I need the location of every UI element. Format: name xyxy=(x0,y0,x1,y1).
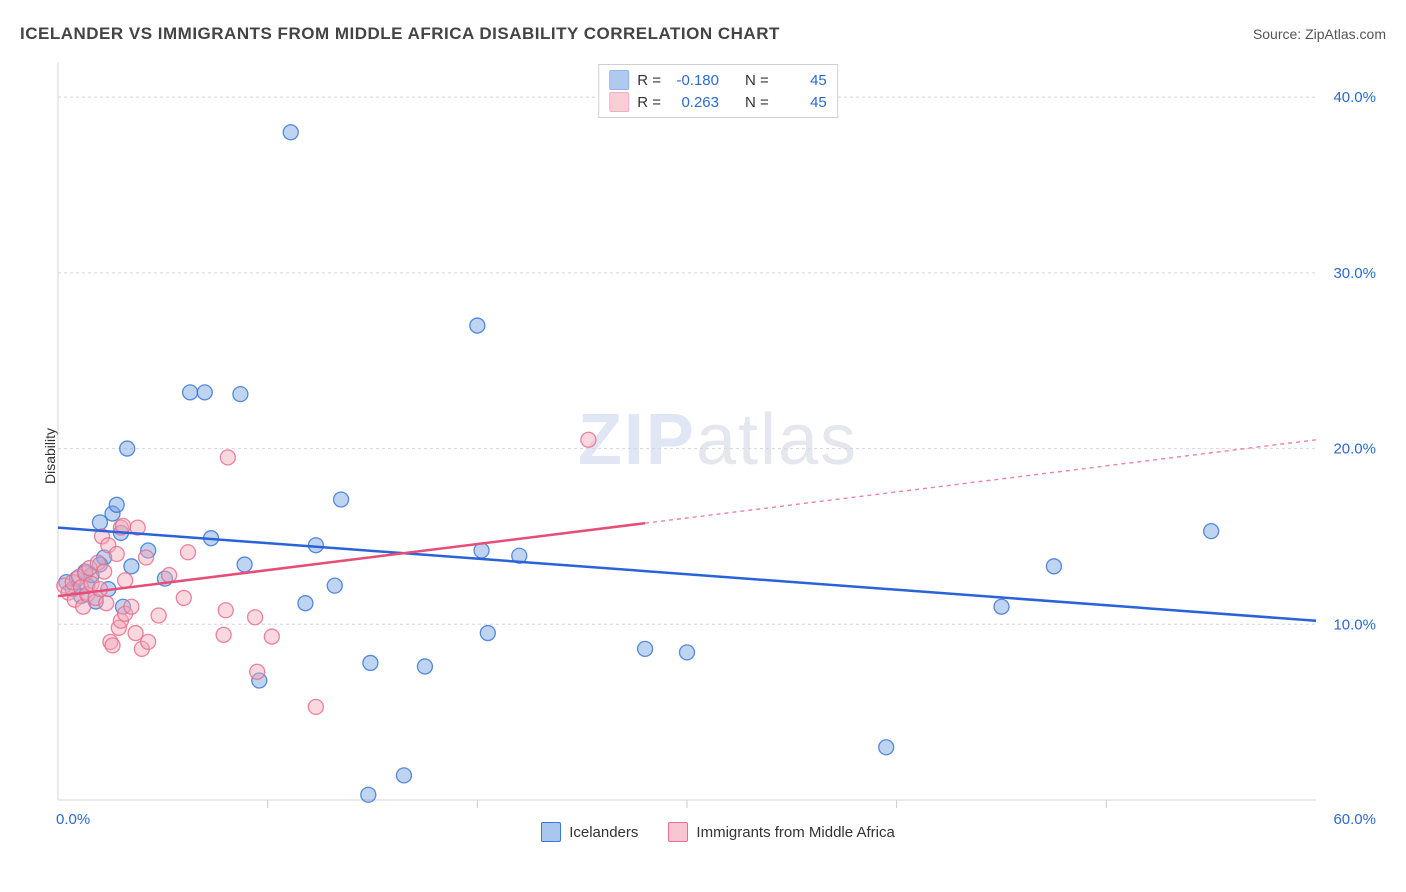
stats-row-middle_africa: R = 0.263 N = 45 xyxy=(609,91,827,113)
scatter-point-icelanders xyxy=(298,596,313,611)
legend-label: Icelanders xyxy=(569,824,638,841)
scatter-plot-svg: 10.0%20.0%30.0%40.0%0.0%60.0% xyxy=(50,60,1386,852)
y-tick-label: 40.0% xyxy=(1333,89,1376,106)
stats-swatch-icelanders xyxy=(609,70,629,90)
scatter-point-icelanders xyxy=(120,441,135,456)
stats-N-label: N = xyxy=(745,94,769,111)
scatter-point-icelanders xyxy=(109,497,124,512)
scatter-point-icelanders xyxy=(237,557,252,572)
legend-item: Icelanders xyxy=(541,822,638,842)
stats-N-value: 45 xyxy=(777,94,827,111)
scatter-point-icelanders xyxy=(1046,559,1061,574)
stats-R-value: 0.263 xyxy=(669,94,719,111)
y-tick-label: 10.0% xyxy=(1333,616,1376,633)
scatter-point-middle_africa xyxy=(139,550,154,565)
chart-source: Source: ZipAtlas.com xyxy=(1253,26,1386,42)
legend-item: Immigrants from Middle Africa xyxy=(668,822,894,842)
scatter-point-middle_africa xyxy=(109,547,124,562)
bottom-legend: Icelanders Immigrants from Middle Africa xyxy=(50,822,1386,842)
scatter-point-icelanders xyxy=(680,645,695,660)
scatter-point-icelanders xyxy=(183,385,198,400)
stats-N-label: N = xyxy=(745,72,769,89)
scatter-point-middle_africa xyxy=(264,629,279,644)
scatter-point-middle_africa xyxy=(250,664,265,679)
scatter-point-icelanders xyxy=(327,578,342,593)
legend-swatch xyxy=(668,822,688,842)
stats-R-label: R = xyxy=(637,94,661,111)
scatter-point-icelanders xyxy=(396,768,411,783)
chart-title: ICELANDER VS IMMIGRANTS FROM MIDDLE AFRI… xyxy=(20,24,780,44)
scatter-point-middle_africa xyxy=(124,599,139,614)
scatter-point-icelanders xyxy=(879,740,894,755)
scatter-point-icelanders xyxy=(638,641,653,656)
scatter-point-middle_africa xyxy=(220,450,235,465)
scatter-point-icelanders xyxy=(363,655,378,670)
scatter-point-icelanders xyxy=(124,559,139,574)
scatter-point-middle_africa xyxy=(216,627,231,642)
scatter-point-middle_africa xyxy=(248,610,263,625)
scatter-point-middle_africa xyxy=(105,638,120,653)
y-tick-label: 20.0% xyxy=(1333,441,1376,458)
scatter-point-icelanders xyxy=(361,787,376,802)
stats-box: R = -0.180 N = 45 R = 0.263 N = 45 xyxy=(598,64,838,118)
regression-line-icelanders xyxy=(58,528,1316,621)
scatter-point-middle_africa xyxy=(118,573,133,588)
scatter-point-icelanders xyxy=(480,626,495,641)
scatter-point-middle_africa xyxy=(218,603,233,618)
scatter-point-middle_africa xyxy=(97,564,112,579)
stats-N-value: 45 xyxy=(777,72,827,89)
source-label: Source: xyxy=(1253,26,1301,42)
scatter-point-middle_africa xyxy=(151,608,166,623)
scatter-point-icelanders xyxy=(994,599,1009,614)
regression-line-dashed-middle_africa xyxy=(645,440,1316,523)
scatter-point-middle_africa xyxy=(180,545,195,560)
scatter-point-icelanders xyxy=(283,125,298,140)
y-tick-label: 30.0% xyxy=(1333,265,1376,282)
stats-swatch-middle_africa xyxy=(609,92,629,112)
legend-label: Immigrants from Middle Africa xyxy=(696,824,894,841)
stats-row-icelanders: R = -0.180 N = 45 xyxy=(609,69,827,91)
scatter-point-middle_africa xyxy=(308,699,323,714)
stats-R-value: -0.180 xyxy=(669,72,719,89)
scatter-point-icelanders xyxy=(470,318,485,333)
scatter-point-icelanders xyxy=(233,387,248,402)
scatter-point-middle_africa xyxy=(162,568,177,583)
chart-area: Disability ZIPatlas 10.0%20.0%30.0%40.0%… xyxy=(50,60,1386,852)
source-value: ZipAtlas.com xyxy=(1305,26,1386,42)
chart-header: ICELANDER VS IMMIGRANTS FROM MIDDLE AFRI… xyxy=(20,24,1386,44)
legend-swatch xyxy=(541,822,561,842)
scatter-point-middle_africa xyxy=(99,596,114,611)
scatter-point-middle_africa xyxy=(176,590,191,605)
stats-R-label: R = xyxy=(637,72,661,89)
scatter-point-middle_africa xyxy=(581,432,596,447)
scatter-point-icelanders xyxy=(334,492,349,507)
scatter-point-middle_africa xyxy=(141,634,156,649)
scatter-point-icelanders xyxy=(1204,524,1219,539)
scatter-point-icelanders xyxy=(197,385,212,400)
scatter-point-icelanders xyxy=(417,659,432,674)
